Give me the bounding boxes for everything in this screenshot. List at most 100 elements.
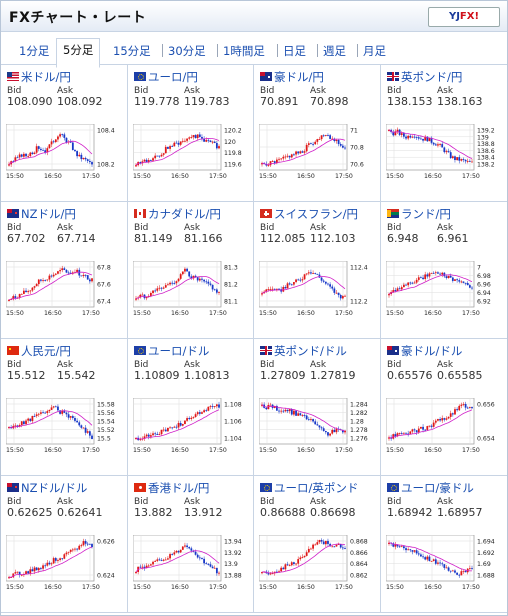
candle-body [177,142,180,145]
candle-body [198,557,201,559]
candlestick-chart[interactable]: 112.4 112.2 15:50 16:50 17:50 [259,261,374,317]
pair-link[interactable]: スイスフラン/円 [260,206,358,222]
y-tick-label: 1.692 [477,550,495,557]
candle-body [12,296,15,300]
candle-body [297,413,300,416]
candle-body [31,152,34,154]
candle-body [198,412,201,414]
candlestick-chart[interactable]: 81.3 81.2 81.1 15:50 16:50 17:50 [133,261,248,317]
candle-body [415,430,418,433]
candle-body [333,429,336,433]
candle-body [162,153,165,155]
tab-1分足[interactable]: 1分足 [19,44,50,58]
candlestick-chart[interactable]: 71 70.8 70.6 15:50 16:50 17:50 [259,124,374,180]
candle-body [160,429,163,435]
x-tick-label: 15:50 [6,447,24,454]
pair-link[interactable]: カナダドル/円 [134,206,221,222]
pair-link[interactable]: 人民元/円 [7,343,71,359]
pair-link[interactable]: NZドル/ドル [7,480,87,496]
x-tick-label: 17:50 [209,447,227,454]
pair-link[interactable]: 米ドル/円 [7,69,71,85]
pair-link[interactable]: ユーロ/円 [134,69,198,85]
flag-au-icon [260,72,272,81]
candle-body [432,559,435,561]
pair-link[interactable]: 英ポンド/円 [387,69,462,85]
candle-body [447,151,450,153]
candlestick-chart[interactable]: 13.94 13.92 13.9 13.88 15:50 16:50 17:50 [133,535,248,591]
candle-body [78,422,81,426]
candlestick-chart[interactable]: 67.8 67.6 67.4 15:50 16:50 17:50 [6,261,121,317]
pair-link[interactable]: NZドル/円 [7,206,76,222]
moving-average-line [135,138,220,166]
candle-body [409,135,412,138]
candlestick-chart[interactable]: 0.626 0.624 15:50 16:50 17:50 [6,535,121,591]
candle-body [196,412,199,415]
candle-body [305,273,308,275]
candle-body [135,165,137,167]
bid-value: 119.778 [134,95,180,108]
tab-5分足[interactable]: 5分足 [56,38,101,68]
pair-link[interactable]: 豪ドル/円 [260,69,324,85]
candle-body [218,292,220,293]
tab-1時間足[interactable]: 1時間足 [223,44,265,58]
candle-body [314,141,317,145]
candlestick-chart[interactable]: 1.108 1.106 1.104 15:50 16:50 17:50 [133,398,248,454]
tab-週足[interactable]: 週足 [323,44,346,58]
candle-body [181,546,184,550]
pair-link[interactable]: 英ポンド/ドル [260,343,347,359]
rate-card: 香港ドル/円 Bid Ask 13.882 13.912 13.94 13.92 13.9 13… [128,476,254,613]
pair-link[interactable]: ユーロ/ドル [134,343,209,359]
tab-月足[interactable]: 月足 [363,44,386,58]
candlestick-chart[interactable]: 0.656 0.654 15:50 16:50 17:50 [386,398,501,454]
rate-card: NZドル/ドル Bid Ask 0.62625 0.62641 0.626 0.624 15:… [1,476,128,613]
candle-body [20,574,23,576]
pair-link[interactable]: ユーロ/英ポンド [260,480,358,496]
pair-link[interactable]: ランド/円 [387,206,451,222]
candle-body [413,136,416,138]
candle-body [394,544,397,547]
candle-body [14,296,17,298]
yjfx-logo[interactable]: YJFX! [428,7,500,27]
candle-body [37,568,40,571]
candle-body [33,567,36,572]
pair-link[interactable]: 豪ドル/ドル [387,343,462,359]
candle-body [40,568,42,569]
candle-body [171,282,174,284]
candle-body [44,280,47,281]
candlestick-chart[interactable]: 76.98 6.966.94 6.92 15:50 16:50 17:50 [386,261,501,317]
pair-link[interactable]: 香港ドル/円 [134,480,209,496]
candle-body [341,296,344,299]
candle-body [335,292,338,294]
candle-body [71,142,74,150]
tab-separator [217,44,218,57]
pair-link[interactable]: ユーロ/豪ドル [387,480,474,496]
candle-body [52,558,55,564]
candlestick-chart[interactable]: 1.694 1.692 1.69 1.688 15:50 16:50 17:50 [386,535,501,591]
tab-日足[interactable]: 日足 [283,44,306,58]
y-tick-label: 0.868 [350,539,368,546]
bid-label: Bid [387,497,402,507]
candle-body [31,287,34,291]
candle-body [451,570,454,572]
candle-body [207,281,210,284]
candle-body [147,160,150,162]
y-tick-label: 15.54 [97,419,115,426]
candle-body [265,407,268,410]
candlestick-chart[interactable]: 120.2 120 119.8 119.6 15:50 16:50 17:50 [133,124,248,180]
flag-hk-icon [134,483,146,492]
tab-15分足[interactable]: 15分足 [113,44,151,58]
candle-body [312,273,314,274]
candlestick-chart[interactable]: 108.4 108.2 15:50 16:50 17:50 [6,124,121,180]
candle-body [27,571,30,574]
tab-30分足[interactable]: 30分足 [168,44,206,58]
bid-label: Bid [387,223,402,233]
y-tick-label: 1.284 [350,402,368,409]
candle-body [18,571,21,575]
candle-body [437,272,439,274]
candle-body [327,432,329,436]
candlestick-chart[interactable]: 0.868 0.866 0.864 0.862 15:50 16:50 17:50 [259,535,374,591]
candle-body [86,159,89,161]
